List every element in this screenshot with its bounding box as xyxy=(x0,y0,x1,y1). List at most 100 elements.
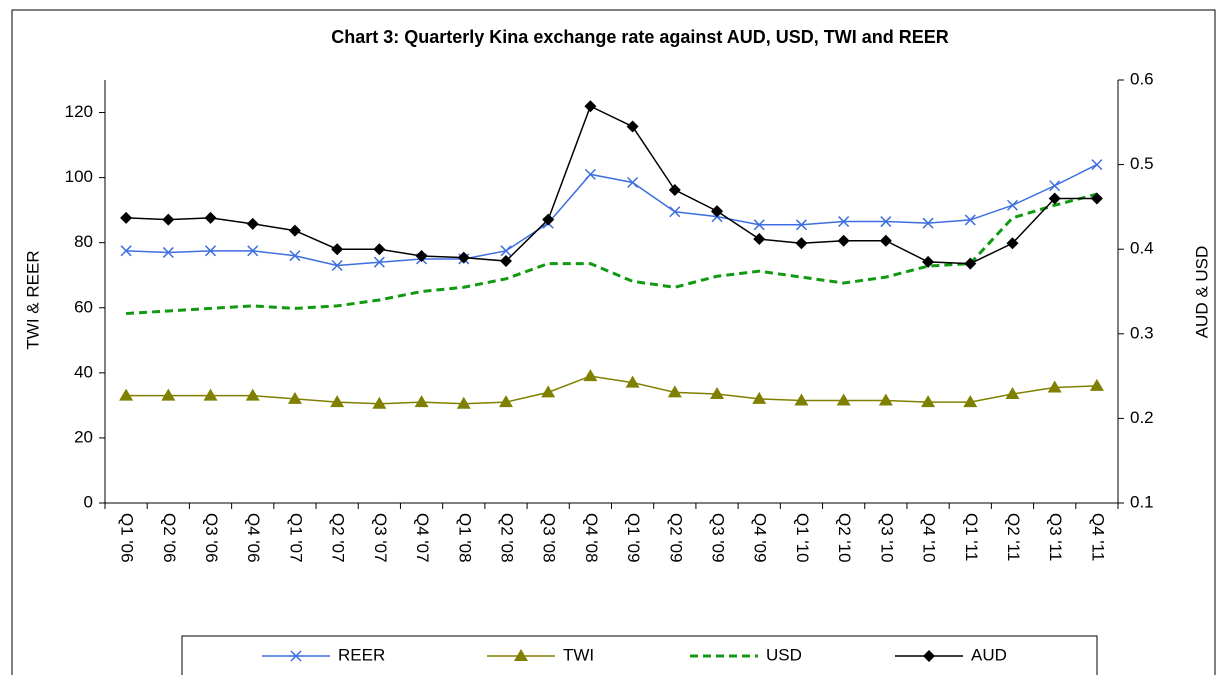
point-marker xyxy=(921,395,936,408)
point-marker xyxy=(331,243,344,256)
x-tick-label: Q1 '09 xyxy=(624,513,643,563)
point-marker xyxy=(964,214,976,226)
x-tick-label: Q1 '10 xyxy=(793,513,812,563)
series-line xyxy=(126,163,1098,267)
x-tick-label: Q1 '11 xyxy=(962,513,981,561)
point-marker xyxy=(837,234,850,247)
x-tick-label: Q2 '08 xyxy=(497,513,516,563)
x-tick-label: Q2 '09 xyxy=(666,513,685,563)
y-tick-label: 100 xyxy=(65,167,93,186)
chart-border xyxy=(11,9,1216,680)
series-line xyxy=(126,192,1098,315)
y2-tick-label: 0.6 xyxy=(1130,69,1154,88)
x-tick-label: Q3 '10 xyxy=(877,513,896,563)
point-marker xyxy=(162,246,174,258)
y2-tick-label: 0.1 xyxy=(1130,492,1154,511)
point-marker xyxy=(1006,237,1019,250)
legend-label: REER xyxy=(338,645,385,664)
point-marker xyxy=(457,251,470,264)
y-tick-label: 60 xyxy=(74,297,93,316)
point-marker xyxy=(414,395,429,408)
point-marker xyxy=(836,393,851,406)
x-tick-label: Q3 '11 xyxy=(1046,513,1065,561)
y-tick-label: 0 xyxy=(84,492,93,511)
point-marker xyxy=(288,224,301,237)
point-marker xyxy=(584,168,596,180)
x-tick-label: Q2 '10 xyxy=(835,513,854,563)
legend-label: TWI xyxy=(563,645,594,664)
point-marker xyxy=(204,245,217,257)
point-marker xyxy=(963,395,978,408)
x-tick-label: Q3 '06 xyxy=(202,513,221,563)
x-tick-label: Q1 '08 xyxy=(455,513,474,563)
point-marker xyxy=(879,234,892,247)
point-marker xyxy=(752,391,767,404)
point-marker xyxy=(1005,386,1020,399)
legend-marker xyxy=(290,650,302,662)
point-marker xyxy=(162,213,175,226)
point-marker xyxy=(964,257,977,270)
x-tick-label: Q3 '09 xyxy=(709,513,728,563)
x-tick-label: Q3 '08 xyxy=(540,513,559,563)
point-marker xyxy=(753,233,766,246)
point-marker xyxy=(500,245,512,257)
point-marker xyxy=(794,393,809,406)
point-marker xyxy=(583,369,598,382)
legend-label: USD xyxy=(766,645,802,664)
legend-marker xyxy=(923,650,935,662)
y2-tick-label: 0.2 xyxy=(1130,408,1154,427)
point-marker xyxy=(161,388,176,401)
y-tick-label: 40 xyxy=(74,362,93,381)
point-marker xyxy=(753,219,765,231)
point-marker xyxy=(667,385,682,398)
point-marker xyxy=(880,216,892,228)
point-marker xyxy=(795,237,808,250)
y-tick-label: 20 xyxy=(74,427,93,446)
x-tick-label: Q4 '06 xyxy=(244,513,263,563)
legend-label: AUD xyxy=(971,645,1007,664)
point-marker xyxy=(499,255,512,268)
point-marker xyxy=(1006,199,1019,211)
point-marker xyxy=(1049,180,1061,192)
point-marker xyxy=(625,375,640,388)
point-marker xyxy=(245,388,260,401)
point-marker xyxy=(627,176,639,189)
point-marker xyxy=(626,120,639,133)
point-marker xyxy=(456,396,471,409)
x-tick-label: Q4 '11 xyxy=(1088,513,1107,561)
x-tick-label: Q2 '11 xyxy=(1004,513,1023,561)
point-marker xyxy=(330,395,345,408)
point-marker xyxy=(373,243,386,256)
point-marker xyxy=(120,211,133,224)
y-tick-label: 120 xyxy=(65,102,93,121)
x-tick-label: Q3 '07 xyxy=(371,513,390,563)
point-marker xyxy=(711,205,724,218)
legend-marker xyxy=(514,649,528,661)
x-tick-label: Q2 '07 xyxy=(329,513,348,563)
point-marker xyxy=(203,388,218,401)
point-marker xyxy=(204,211,217,224)
x-tick-label: Q4 '10 xyxy=(920,513,939,563)
chart-title: Chart 3: Quarterly Kina exchange rate ag… xyxy=(331,27,948,47)
y2-tick-label: 0.4 xyxy=(1130,239,1154,258)
series-line xyxy=(126,105,1097,265)
point-marker xyxy=(922,217,934,229)
point-marker xyxy=(120,245,132,257)
point-marker xyxy=(373,256,385,268)
point-marker xyxy=(1048,192,1061,205)
point-marker xyxy=(838,216,850,228)
point-marker xyxy=(669,206,681,218)
point-marker xyxy=(1089,378,1104,391)
point-marker xyxy=(1091,159,1103,171)
y2-tick-label: 0.3 xyxy=(1130,323,1154,342)
point-marker xyxy=(668,183,681,196)
point-marker xyxy=(372,396,387,409)
x-tick-label: Q1 '07 xyxy=(286,513,305,563)
x-tick-label: Q4 '09 xyxy=(751,513,770,563)
x-tick-label: Q4 '07 xyxy=(413,513,432,563)
point-marker xyxy=(922,255,935,268)
point-marker xyxy=(878,393,893,406)
point-marker xyxy=(710,386,725,399)
point-marker xyxy=(331,259,343,271)
